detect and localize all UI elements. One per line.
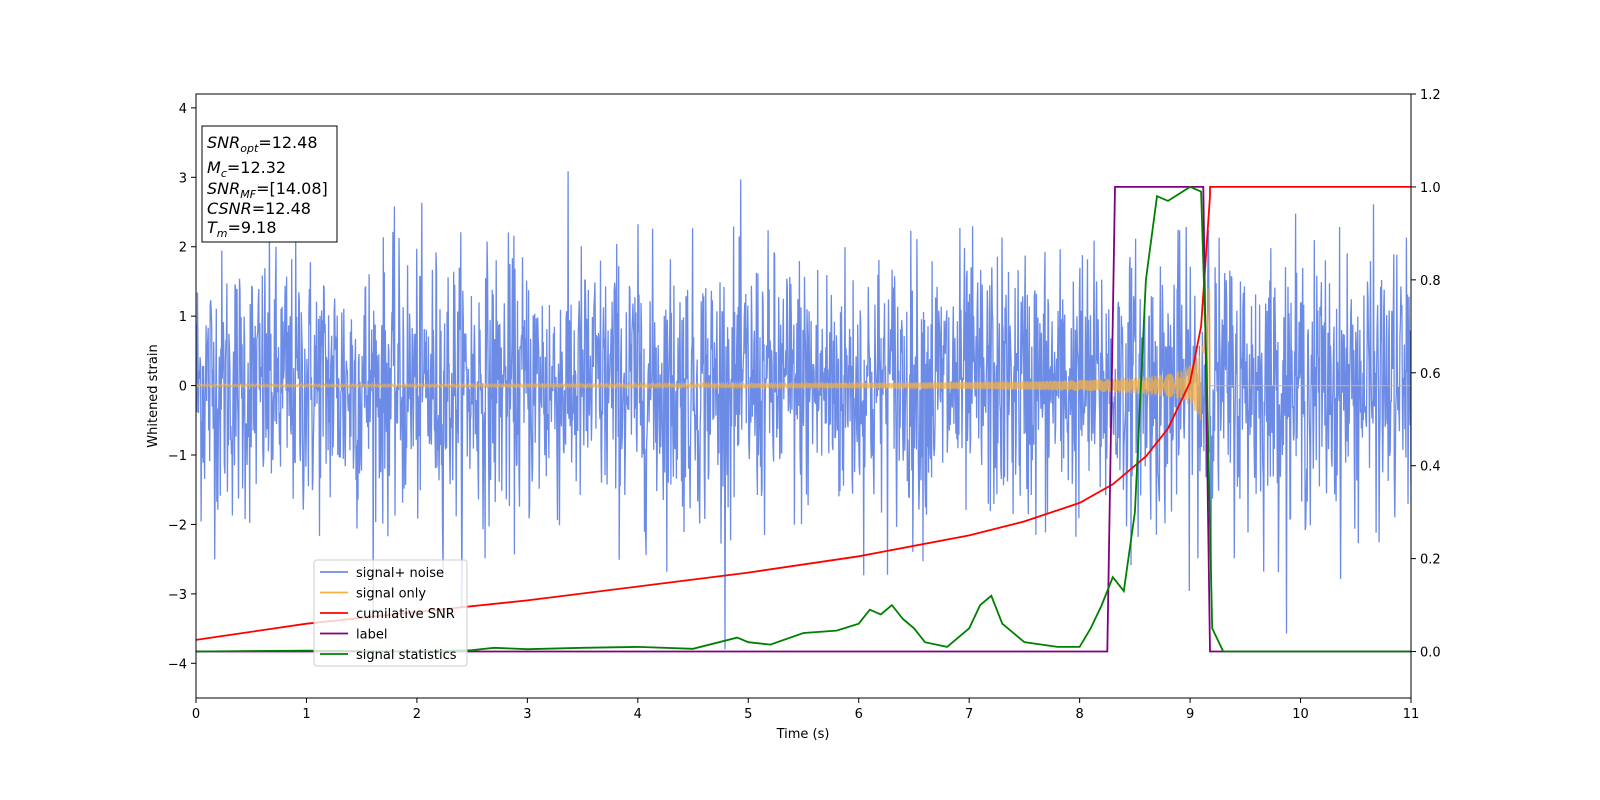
series-signal-only [196,288,1411,445]
x-tick-label: 5 [744,707,752,722]
legend-entry: signal+ noise [356,566,444,581]
y-left-tick-label: 4 [179,102,187,117]
info-box: SNRopt=12.48 Mc=12.32SNRMF=[14.08]CSNR=12… [201,125,338,243]
info-line: CSNR=12.48 [207,199,311,218]
y-right-tick-label: 0.8 [1420,274,1441,289]
y-left-tick-label: −3 [168,588,187,603]
y-axis-label: Whitened strain [146,344,161,447]
legend-entry: signal statistics [356,648,457,663]
info-frame [201,125,338,243]
y-right-tick-label: 0.0 [1420,646,1441,661]
y-left-tick-label: 0 [179,380,187,395]
x-tick-label: 9 [1186,707,1194,722]
plot-frame [195,93,1412,699]
info-line: Mc=12.32 [207,158,286,180]
x-tick-label: 1 [302,707,310,722]
x-axis-label: Time (s) [776,727,830,742]
x-tick-label: 4 [634,707,642,722]
y-left-tick-label: −2 [168,518,187,533]
y-left-tick-label: −1 [168,449,187,464]
y-left-tick-label: −4 [168,657,187,672]
info-line: SNRMF=[14.08] [207,179,328,201]
y-right-tick-label: 1.2 [1420,88,1441,103]
y-left-tick-label: 3 [179,171,187,186]
legend-entry: cumilative SNR [356,607,455,622]
y-left-tick-label: 1 [179,310,187,325]
x-tick-label: 0 [192,707,200,722]
y-left-tick-label: 2 [179,241,187,256]
x-tick-label: 11 [1403,707,1420,722]
legend-frame [313,559,468,667]
y-right-tick-label: 0.6 [1420,367,1441,382]
info-line: SNRopt=12.48 [207,133,318,155]
x-tick-label: 8 [1075,707,1083,722]
legend-entry: label [356,628,387,643]
x-tick-label: 3 [523,707,531,722]
x-tick-label: 7 [965,707,973,722]
plot-series [196,171,1411,653]
x-tick-label: 6 [855,707,863,722]
y-right-tick-label: 0.4 [1420,460,1441,475]
y-right-tick-label: 1.0 [1420,181,1441,196]
y-right-tick-label: 0.2 [1420,553,1441,568]
info-line: Tm=9.18 [207,218,277,240]
x-tick-label: 2 [413,707,421,722]
x-tick-label: 10 [1292,707,1309,722]
legend-entry: signal only [356,587,426,602]
series-signal-statistics [196,185,1411,653]
legend: signal+ noise signal only cumilative SNR la… [313,559,468,667]
series-cumilative-snr [196,186,1411,641]
axes: 0 1 2 3 4 5 6 7 8 9 10 1143210−1−2−3−41.21.00.80.60… [168,88,1441,722]
